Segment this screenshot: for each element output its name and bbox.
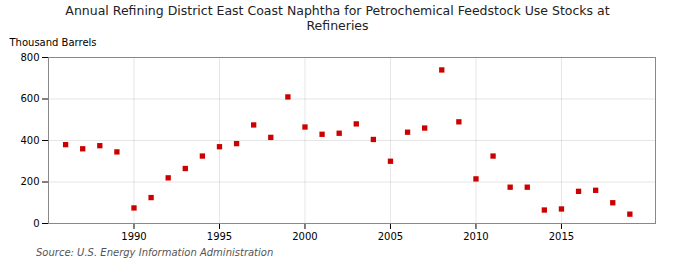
svg-text:2015: 2015 <box>549 231 574 242</box>
svg-text:Thousand Barrels: Thousand Barrels <box>9 37 97 48</box>
svg-text:600: 600 <box>20 93 39 104</box>
svg-text:1990: 1990 <box>121 231 146 242</box>
svg-text:2005: 2005 <box>378 231 403 242</box>
svg-text:1995: 1995 <box>207 231 232 242</box>
svg-text:0: 0 <box>33 218 39 229</box>
svg-text:200: 200 <box>20 176 39 187</box>
html-text:Source: U.S. Energy Informatio: Source: U.S. Energy Information Administ… <box>36 247 274 258</box>
html-text:Annual Refining District East: Annual Refining District East Coast Naph… <box>65 3 610 33</box>
svg-text:2000: 2000 <box>292 231 317 242</box>
svg-text:2010: 2010 <box>463 231 488 242</box>
svg-text:800: 800 <box>20 52 39 63</box>
svg-text:400: 400 <box>20 135 39 146</box>
